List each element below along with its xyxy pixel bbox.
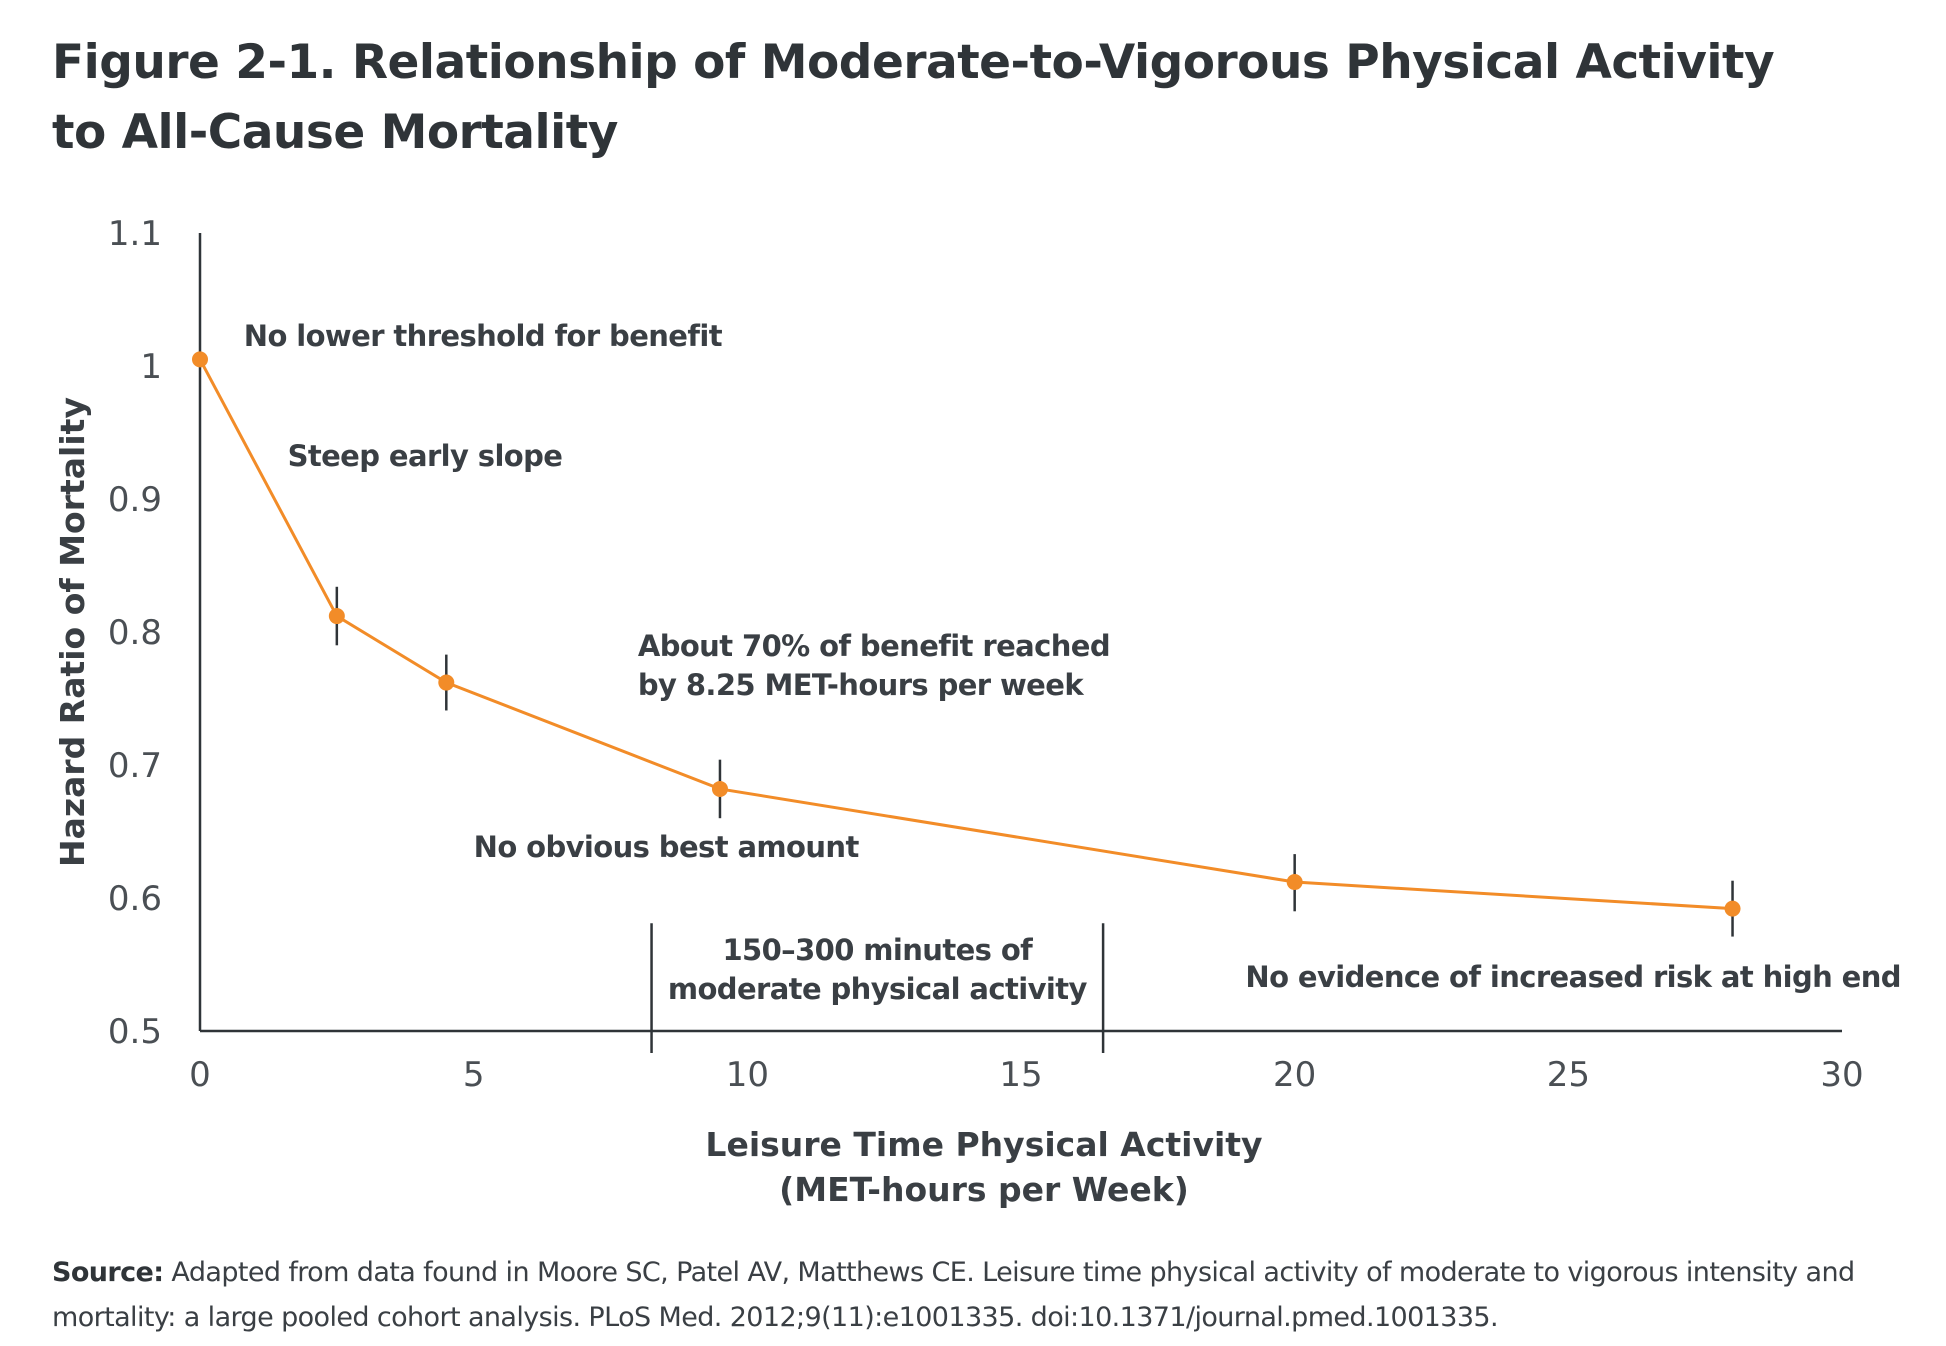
data-point — [192, 351, 208, 368]
x-tick-label: 5 — [463, 1055, 485, 1095]
annotation-threshold: No lower threshold for benefit — [244, 319, 723, 353]
data-point — [711, 780, 728, 797]
x-tick-label: 25 — [1547, 1055, 1590, 1095]
chart-title: Figure 2-1. Relationship of Moderate-to-… — [52, 28, 1852, 168]
x-tick-label: 15 — [999, 1055, 1042, 1095]
x-axis-title-line: (MET-hours per Week) — [779, 1170, 1189, 1209]
x-tick-label: 10 — [726, 1055, 769, 1095]
x-axis-title: Leisure Time Physical Activity (MET-hours… — [705, 1125, 1262, 1209]
annotation-best: No obvious best amount — [474, 830, 860, 864]
reference-range-label-line: 150–300 minutes of — [722, 933, 1033, 967]
y-tick-label: 0.7 — [108, 746, 162, 786]
annotation-line: No evidence of increased risk at high en… — [1245, 960, 1901, 994]
y-tick-label: 0.8 — [108, 613, 162, 653]
source-label: Source: — [52, 1257, 164, 1288]
y-tick-label: 0.9 — [108, 480, 162, 520]
x-tick-label: 30 — [1820, 1055, 1863, 1095]
y-tick-label: 1.1 — [108, 214, 162, 254]
annotation-line: About 70% of benefit reached — [638, 629, 1110, 663]
annotation-line: No obvious best amount — [474, 830, 860, 864]
y-tick-label: 0.5 — [108, 1012, 162, 1052]
annotation-steep: Steep early slope — [288, 439, 563, 473]
source-note: Source: Adapted from data found in Moore… — [52, 1250, 1932, 1340]
reference-range-label: 150–300 minutes of moderate physical acti… — [668, 933, 1088, 1006]
annotation-line: by 8.25 MET-hours per week — [638, 668, 1084, 702]
annotation-line: No lower threshold for benefit — [244, 319, 723, 353]
y-axis-title: Hazard Ratio of Mortality — [53, 397, 92, 867]
data-point — [438, 674, 455, 691]
x-axis-title-line: Leisure Time Physical Activity — [705, 1125, 1262, 1164]
data-point — [1286, 874, 1303, 891]
x-tick-label: 20 — [1273, 1055, 1316, 1095]
data-point — [328, 608, 345, 625]
annotation-line: Steep early slope — [288, 439, 563, 473]
data-point — [1724, 900, 1741, 917]
y-tick-label: 0.6 — [108, 879, 162, 919]
chart-title-line-2: to All-Cause Mortality — [52, 105, 618, 160]
annotation-seventy: About 70% of benefit reached by 8.25 MET-… — [638, 629, 1110, 702]
reference-range-label-line: moderate physical activity — [668, 972, 1088, 1006]
x-tick-label: 0 — [189, 1055, 211, 1095]
chart-title-line-1: Figure 2-1. Relationship of Moderate-to-… — [52, 35, 1775, 90]
y-tick-label: 1 — [140, 347, 162, 387]
series-line — [198, 358, 1733, 911]
source-text: Adapted from data found in Moore SC, Pat… — [52, 1257, 1855, 1333]
annotation-highend: No evidence of increased risk at high en… — [1245, 960, 1901, 994]
